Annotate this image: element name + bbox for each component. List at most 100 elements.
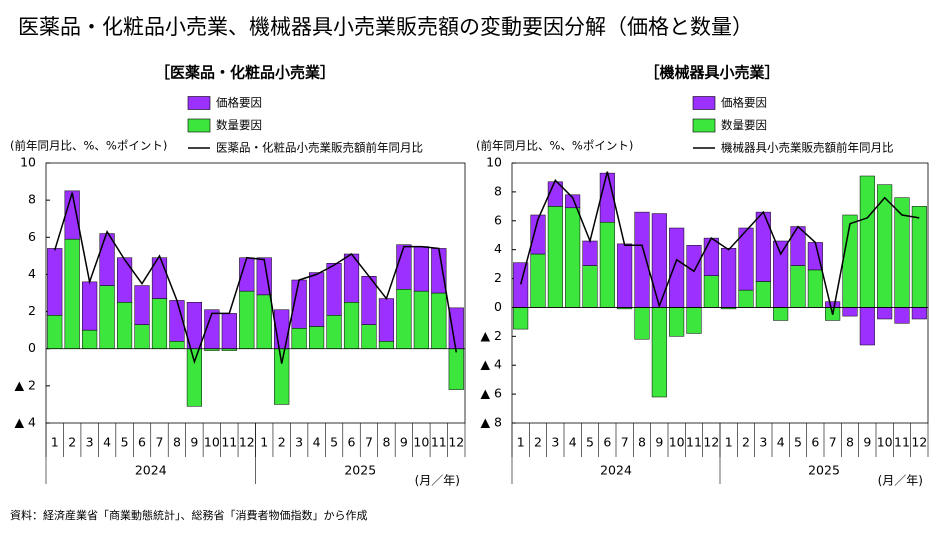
bar <box>669 307 685 337</box>
y-tick-label: 0 <box>494 299 502 314</box>
bar <box>773 307 789 321</box>
x-tick-label: 4 <box>777 435 785 450</box>
year-label: 2025 <box>808 463 840 478</box>
y-tick-label: ▲ 4 <box>14 415 36 430</box>
y-tick-label: 2 <box>28 303 36 318</box>
y-tick-label: ▲ 6 <box>480 386 502 401</box>
x-tick-label: 11 <box>894 435 910 450</box>
bar <box>738 227 754 291</box>
bar <box>82 329 98 349</box>
x-tick-label: 2 <box>742 435 750 450</box>
y-tick-label: 8 <box>28 192 36 207</box>
bar <box>513 262 529 308</box>
bar <box>755 281 771 308</box>
x-tick-label: 1 <box>517 435 525 450</box>
source-note: 資料：経済産業省「商業動態統計」、総務省「消費者物価指数」から作成 <box>10 508 368 522</box>
bar <box>877 307 893 320</box>
x-tick-label: 9 <box>400 435 408 450</box>
bar <box>82 281 98 331</box>
bar <box>911 206 927 308</box>
bar <box>256 294 272 349</box>
x-tick-label: 5 <box>121 435 129 450</box>
bar <box>169 341 185 349</box>
bar <box>859 175 875 308</box>
legend-label: 機械器具小売業販売額前年同月比 <box>721 141 894 155</box>
bar <box>396 289 412 349</box>
bar <box>911 307 927 320</box>
chart-title: ［機械器具小売業］ <box>644 64 779 82</box>
x-tick-label: 5 <box>330 435 338 450</box>
y-tick-label: 6 <box>494 212 502 227</box>
bar <box>309 272 325 327</box>
bar <box>703 237 719 276</box>
bar <box>773 240 789 308</box>
bar <box>221 313 237 349</box>
bar <box>99 285 115 349</box>
x-tick-label: 6 <box>811 435 819 450</box>
y-tick-label: 4 <box>494 241 502 256</box>
bar <box>134 324 150 349</box>
x-tick-label: 11 <box>686 435 702 450</box>
x-tick-label: 7 <box>365 435 373 450</box>
bar <box>565 194 581 209</box>
x-tick-label: 6 <box>138 435 146 450</box>
y-tick-label: 10 <box>486 155 502 170</box>
bar <box>634 307 650 340</box>
bar <box>617 243 633 308</box>
bar <box>565 207 581 308</box>
bar <box>413 246 429 292</box>
bar <box>599 221 615 308</box>
bar <box>151 298 168 349</box>
x-tick-label: 3 <box>759 435 767 450</box>
bar <box>274 348 290 405</box>
y-tick-label: 10 <box>20 155 36 170</box>
x-tick-label: 10 <box>669 435 685 450</box>
y-tick-label: 6 <box>28 229 36 244</box>
bar <box>686 307 702 334</box>
bar <box>239 290 255 349</box>
x-tick-label: 11 <box>431 435 447 450</box>
bar <box>599 172 615 223</box>
bar <box>448 307 464 349</box>
bar <box>669 227 685 308</box>
x-tick-label: 3 <box>295 435 303 450</box>
bar <box>431 292 447 349</box>
bar <box>396 244 412 290</box>
bar <box>807 269 823 308</box>
year-label: 2025 <box>344 463 376 478</box>
bar <box>291 328 307 349</box>
legend-swatch <box>692 96 716 110</box>
y-tick-label: ▲ 2 <box>480 328 502 343</box>
bar <box>582 265 598 308</box>
line-series <box>519 171 920 315</box>
x-tick-label: 6 <box>348 435 356 450</box>
x-tick-label: 12 <box>911 435 927 450</box>
bar <box>378 341 395 349</box>
bar <box>378 298 395 342</box>
x-tick-label: 1 <box>51 435 59 450</box>
x-tick-label: 3 <box>86 435 94 450</box>
bar <box>703 275 719 308</box>
bar <box>547 206 563 308</box>
bar <box>825 301 841 308</box>
bar <box>64 238 80 349</box>
bar <box>343 302 360 349</box>
y-axis-label: (前年同月比、%、%ポイント) <box>10 139 167 153</box>
bar <box>530 214 546 255</box>
y-tick-label: 0 <box>28 340 36 355</box>
bar <box>99 233 115 286</box>
year-label: 2024 <box>135 463 167 478</box>
x-tick-label: 7 <box>621 435 629 450</box>
bar <box>894 307 910 324</box>
chart-title: ［医薬品・化粧品小売業］ <box>155 64 335 82</box>
y-tick-label: ▲ 4 <box>480 357 502 372</box>
x-tick-label: 9 <box>655 435 663 450</box>
bar <box>582 240 598 266</box>
bar <box>790 265 806 308</box>
x-tick-label: 8 <box>846 435 854 450</box>
legend-label: 価格要因 <box>721 96 767 110</box>
y-tick-label: 4 <box>28 266 36 281</box>
y-axis-label: (前年同月比、%、%ポイント) <box>476 139 633 153</box>
line-series <box>53 192 458 365</box>
